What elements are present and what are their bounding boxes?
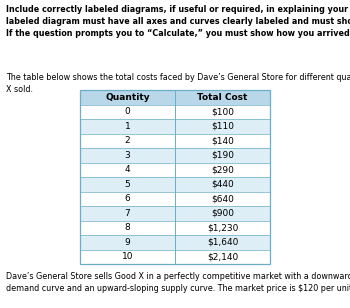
Text: $290: $290	[211, 165, 234, 174]
Bar	[175, 133, 270, 148]
Text: 0: 0	[125, 107, 130, 116]
Bar	[175, 192, 270, 206]
Bar	[80, 163, 175, 177]
Bar	[80, 104, 175, 119]
Text: 6: 6	[125, 194, 130, 203]
Text: $1,230: $1,230	[207, 223, 238, 232]
Bar	[80, 119, 175, 133]
Text: $640: $640	[211, 194, 234, 203]
Text: 9: 9	[125, 238, 130, 247]
Bar	[175, 119, 270, 133]
Text: $2,140: $2,140	[207, 252, 238, 261]
Text: Total Cost: Total Cost	[197, 93, 248, 102]
Bar	[80, 192, 175, 206]
Bar	[175, 249, 270, 264]
Bar	[175, 148, 270, 163]
Bar	[80, 177, 175, 192]
Bar	[80, 90, 175, 104]
Bar	[175, 90, 270, 104]
Text: $100: $100	[211, 107, 234, 116]
Text: 8: 8	[125, 223, 130, 232]
Text: 2: 2	[125, 136, 130, 145]
Bar	[175, 177, 270, 192]
Bar	[175, 104, 270, 119]
Bar	[80, 133, 175, 148]
Text: Quantity: Quantity	[105, 93, 150, 102]
Bar	[175, 206, 270, 221]
Text: 7: 7	[125, 209, 130, 218]
Text: 3: 3	[125, 151, 130, 160]
Text: $190: $190	[211, 151, 234, 160]
Bar	[80, 90, 270, 264]
Text: $110: $110	[211, 122, 234, 131]
Bar	[175, 163, 270, 177]
Text: 4: 4	[125, 165, 130, 174]
Text: Include correctly labeled diagrams, if useful or required, in explaining your an: Include correctly labeled diagrams, if u…	[6, 5, 350, 38]
Bar	[175, 221, 270, 235]
Text: $140: $140	[211, 136, 234, 145]
Text: $1,640: $1,640	[207, 238, 238, 247]
Text: $440: $440	[211, 180, 234, 189]
Bar	[80, 249, 175, 264]
Text: Dave’s General Store sells Good X in a perfectly competitive market with a downw: Dave’s General Store sells Good X in a p…	[6, 272, 350, 293]
Bar	[80, 221, 175, 235]
Text: 5: 5	[125, 180, 130, 189]
Text: $900: $900	[211, 209, 234, 218]
Bar	[80, 148, 175, 163]
Bar	[80, 235, 175, 249]
Bar	[80, 206, 175, 221]
Text: 1: 1	[125, 122, 130, 131]
Bar	[175, 235, 270, 249]
Text: 10: 10	[122, 252, 133, 261]
Text: The table below shows the total costs faced by Dave’s General Store for differen: The table below shows the total costs fa…	[6, 73, 350, 94]
